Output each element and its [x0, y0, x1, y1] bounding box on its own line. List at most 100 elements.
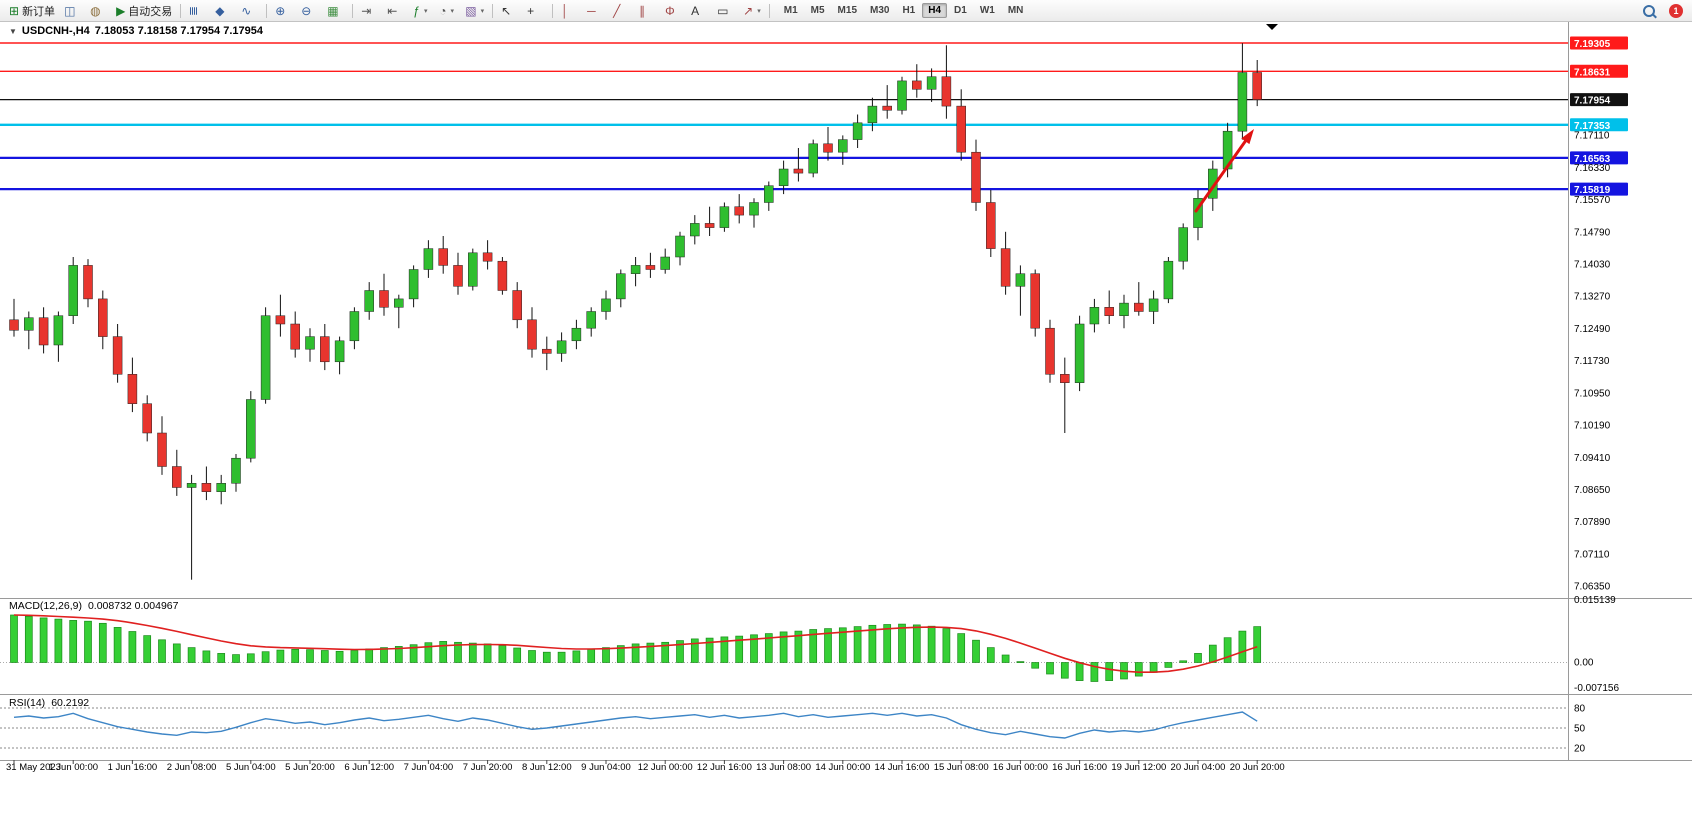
expander-icon[interactable]: ▼ [9, 26, 17, 36]
time-axis-label: 5 Jun 20:00 [285, 762, 335, 773]
time-axis-label: 1 Jun 16:00 [108, 762, 158, 773]
rsi-axis-label: 50 [1574, 724, 1586, 735]
macd-histogram-bar [246, 653, 255, 663]
zoom-in-button[interactable]: ⊕ [271, 1, 296, 20]
symbol-name: USDCNH-,H4 [21, 25, 90, 37]
price-tick-label: 7.10190 [1574, 421, 1611, 432]
candle-body [823, 143, 833, 153]
candle-body [1252, 72, 1262, 100]
data-window-button[interactable]: ◍ [86, 1, 111, 20]
macd-histogram-bar [409, 644, 418, 663]
symbol-ohlc-label: ▼ USDCNH-,H4 7.18053 7.18158 7.17954 7.1… [9, 25, 263, 37]
bar-chart-type-button[interactable]: ≣ [185, 1, 210, 20]
macd-histogram-bar [380, 647, 388, 663]
candle-body [1089, 307, 1100, 325]
candlestick-type-button[interactable]: ◆ [211, 1, 236, 20]
price-tick-label: 7.10950 [1574, 389, 1611, 400]
candle-body [719, 206, 730, 228]
candle-body [379, 290, 389, 308]
timeframe-h1-button[interactable]: H1 [902, 5, 916, 16]
rsi-indicator-name: RSI(14) [9, 697, 46, 709]
candle-body [986, 202, 996, 249]
candle-body [912, 80, 922, 90]
price-tick-label: 7.13270 [1574, 292, 1611, 303]
text-label-button[interactable]: ▭ [713, 1, 738, 20]
fibonacci-button[interactable]: Φ [661, 1, 686, 20]
new-order-button[interactable]: ⊞ 新订单 [5, 1, 59, 20]
zoom-out-icon: ⊖ [301, 3, 312, 18]
candle-body [349, 311, 360, 342]
macd-indicator-values: 0.008732 0.004967 [87, 600, 179, 612]
tile-windows-button[interactable]: ▦ [323, 1, 348, 20]
arrow-annotation-head[interactable] [1241, 129, 1254, 145]
macd-axis-label: 0.00 [1574, 658, 1594, 669]
chart-surface[interactable]: 7.19305 7.18631 7.17954 7.17353 7.16563 7.158… [0, 21, 1692, 840]
trendline-button[interactable]: ╱ [609, 1, 634, 20]
time-axis-label: 20 Jun 04:00 [1171, 762, 1226, 773]
candle-body [1104, 307, 1114, 316]
timeframe-m5-button[interactable]: M5 [810, 5, 825, 16]
crosshair-button[interactable]: + [523, 1, 548, 20]
candle-body [112, 336, 123, 375]
macd-signal-line [13, 614, 1258, 674]
timeframe-mn-button[interactable]: MN [1007, 5, 1024, 16]
candle-body [408, 269, 419, 300]
toolbar-separator [768, 3, 770, 18]
autotrading-play-icon: ▶ [116, 3, 126, 18]
candle-body [98, 298, 108, 337]
candle-body [1119, 302, 1129, 316]
candle-body [1045, 327, 1055, 375]
arrows-button[interactable]: ↗ ▾ [739, 1, 765, 20]
chart-shift-marker-icon[interactable] [1266, 24, 1278, 30]
chart-shift-button[interactable]: ⇤ [383, 1, 408, 20]
indicators-icon: ƒ [413, 3, 420, 18]
tile-windows-icon: ▦ [327, 3, 339, 18]
macd-histogram-bar [335, 650, 344, 663]
notification-badge[interactable]: 1 [1669, 3, 1683, 18]
candle-body [1163, 260, 1174, 300]
autotrading-button[interactable]: ▶ 自动交易 [112, 1, 176, 20]
indicators-button[interactable]: ƒ ▾ [409, 1, 434, 20]
candle-body [364, 290, 374, 312]
toolbar-buttons: ⊞ 新订单 ◫ ◍ ▶ 自动交易 ≣ ◆ ∿ ⊕ ⊖ ▦ ⇥ ⇤ ƒ ▾ ◔ ▾ ▧ ▾ ↖ + │ ─ ╱ ∥ Φ A ▭ ↗ ▾ [5, 1, 765, 20]
zoom-out-button[interactable]: ⊖ [297, 1, 322, 20]
price-badge-label: 7.17353 [1574, 121, 1611, 132]
candle-body [704, 223, 715, 228]
timeframe-w1-button[interactable]: W1 [979, 5, 995, 16]
timeframe-m15-button[interactable]: M15 [837, 5, 857, 16]
line-chart-icon: ∿ [241, 3, 252, 18]
cursor-button[interactable]: ↖ [497, 1, 522, 20]
candle-body [334, 340, 345, 363]
macd-histogram-bar [927, 625, 936, 663]
arrow-annotation[interactable] [1194, 139, 1247, 213]
candle-body [201, 483, 212, 492]
macd-histogram-bar [1238, 630, 1247, 663]
macd-histogram-bar [69, 620, 78, 663]
periods-button[interactable]: ◔ ▾ [435, 1, 460, 20]
horizontal-line-button[interactable]: ─ [583, 1, 608, 20]
candle-body [690, 223, 700, 237]
trendline-icon: ╱ [613, 3, 621, 18]
market-watch-button[interactable]: ◫ [60, 1, 85, 20]
candle-body [542, 348, 552, 354]
vertical-line-button[interactable]: │ [557, 1, 582, 20]
text-button[interactable]: A [687, 1, 712, 20]
templates-button[interactable]: ▧ ▾ [461, 1, 488, 20]
macd-histogram-bar [705, 637, 714, 663]
search-button[interactable] [1639, 1, 1664, 20]
time-axis-label: 13 Jun 08:00 [756, 762, 811, 773]
timeframe-h4-button[interactable]: H4 [922, 3, 948, 18]
auto-scroll-button[interactable]: ⇥ [357, 1, 382, 20]
line-chart-type-button[interactable]: ∿ [237, 1, 262, 20]
timeframe-m30-button[interactable]: M30 [870, 5, 890, 16]
rsi-axis-label: 20 [1574, 744, 1586, 755]
candle-body [1074, 323, 1085, 383]
candle-body [1178, 227, 1188, 262]
timeframe-d1-button[interactable]: D1 [954, 5, 967, 16]
candle-body [172, 466, 182, 488]
channel-button[interactable]: ∥ [635, 1, 660, 20]
timeframe-m1-button[interactable]: M1 [783, 5, 798, 16]
price-tick-label: 7.06350 [1574, 582, 1611, 593]
crosshair-icon: + [527, 3, 535, 18]
candle-body [749, 202, 759, 216]
